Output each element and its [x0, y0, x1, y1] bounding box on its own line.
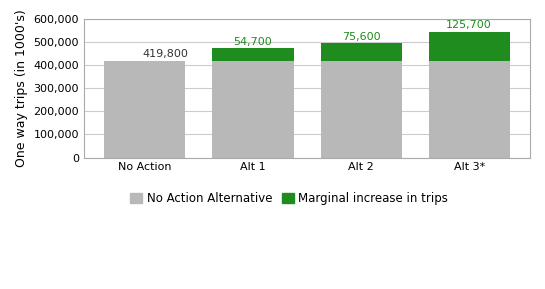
- Legend: No Action Alternative, Marginal increase in trips: No Action Alternative, Marginal increase…: [125, 187, 453, 210]
- Text: 75,600: 75,600: [342, 32, 380, 42]
- Text: 125,700: 125,700: [446, 20, 492, 30]
- Text: 54,700: 54,700: [234, 37, 272, 47]
- Text: 419,800: 419,800: [143, 49, 189, 59]
- Bar: [213, 61, 294, 158]
- Y-axis label: One way trips (in 1000's): One way trips (in 1000's): [15, 10, 28, 167]
- Bar: [429, 61, 510, 158]
- Bar: [320, 43, 402, 61]
- Bar: [213, 48, 294, 61]
- Bar: [320, 61, 402, 158]
- Bar: [104, 61, 185, 158]
- Bar: [429, 32, 510, 61]
